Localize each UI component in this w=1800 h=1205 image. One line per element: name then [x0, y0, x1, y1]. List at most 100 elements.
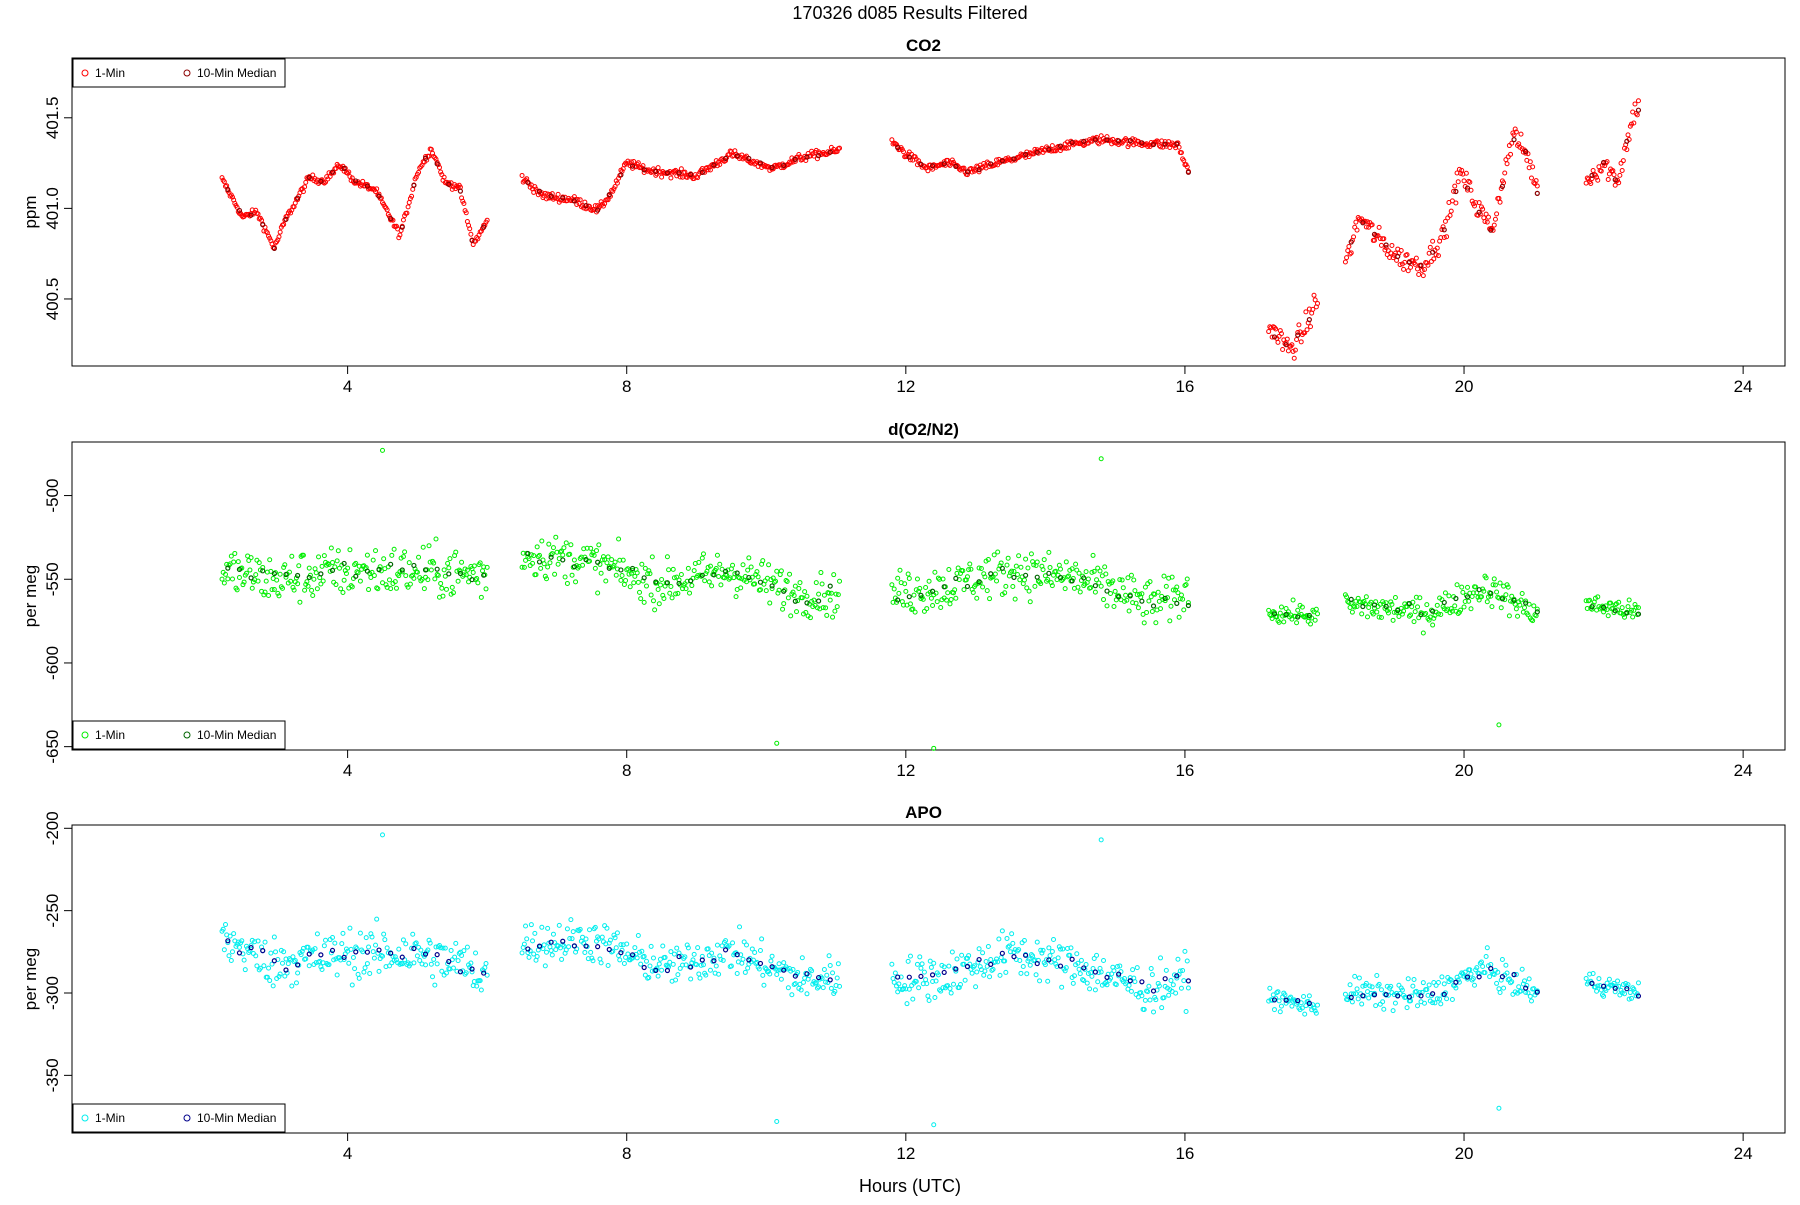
data-point [1458, 607, 1464, 613]
data-point [463, 210, 469, 216]
data-point [904, 1001, 910, 1007]
data-point [1439, 974, 1445, 980]
data-point [432, 576, 438, 582]
data-point [600, 203, 606, 209]
data-point [605, 554, 611, 560]
data-point [418, 947, 424, 953]
data-point [1027, 599, 1033, 605]
data-point [938, 604, 944, 610]
data-point [269, 587, 275, 593]
median-point [769, 164, 775, 171]
data-point [1133, 600, 1139, 606]
median-point [1476, 587, 1482, 593]
data-point [440, 945, 446, 951]
data-point [393, 957, 399, 963]
data-point [1018, 564, 1024, 570]
data-point [1032, 583, 1038, 589]
data-point [1425, 262, 1431, 268]
data-point [1632, 101, 1638, 107]
data-point [1406, 613, 1412, 619]
data-point [1296, 322, 1302, 328]
data-point [1604, 980, 1610, 986]
data-point [646, 975, 652, 981]
data-point [902, 581, 908, 587]
median-point [688, 171, 694, 178]
data-point [276, 974, 282, 980]
data-point [541, 561, 547, 567]
data-point [778, 568, 784, 574]
data-point [639, 948, 645, 954]
data-point [1378, 987, 1384, 993]
data-point [1012, 596, 1018, 602]
data-point [240, 582, 246, 588]
data-point [1126, 608, 1132, 614]
median-point [1092, 583, 1098, 589]
median-point [1430, 249, 1436, 255]
series-10-min-median [225, 550, 1642, 620]
data-point [1452, 603, 1458, 609]
data-point [830, 614, 836, 620]
data-point [1624, 147, 1630, 153]
data-point [982, 574, 988, 580]
data-point [366, 587, 372, 593]
data-point [1170, 587, 1176, 593]
data-point [589, 208, 595, 214]
data-point [1119, 577, 1125, 583]
x-tick-label: 20 [1455, 1144, 1474, 1163]
data-point [1488, 593, 1494, 599]
data-point [992, 959, 998, 965]
median-point [906, 594, 912, 600]
median-point [376, 567, 382, 573]
data-point [1419, 267, 1425, 273]
data-point [799, 955, 805, 961]
data-point [1424, 602, 1430, 608]
median-point [469, 576, 475, 583]
legend-label: 10-Min Median [197, 728, 276, 742]
median-point [1283, 611, 1289, 618]
data-point [232, 550, 238, 556]
data-point [643, 958, 649, 964]
median-point [688, 578, 694, 584]
data-point [1148, 966, 1154, 972]
data-point [1392, 594, 1398, 600]
data-point [340, 930, 346, 936]
data-point [1435, 253, 1441, 259]
median-point [641, 167, 647, 173]
panel-title: CO2 [906, 36, 941, 55]
data-point [1404, 1005, 1410, 1011]
data-point [347, 925, 353, 931]
data-point [923, 584, 929, 590]
data-point [1491, 222, 1497, 228]
median-point [1306, 612, 1312, 619]
data-point [530, 560, 536, 566]
data-point [682, 954, 688, 960]
data-point [700, 551, 706, 557]
data-point [892, 141, 898, 147]
data-point [464, 567, 470, 573]
data-point [914, 576, 920, 582]
data-point [1146, 598, 1152, 604]
data-point [709, 583, 715, 589]
data-point [670, 566, 676, 572]
data-point [295, 581, 301, 587]
data-point [1178, 150, 1184, 156]
data-point [1525, 990, 1531, 996]
data-point [459, 559, 465, 565]
data-point [1369, 984, 1375, 990]
data-point [225, 576, 231, 582]
data-point [944, 597, 950, 603]
data-point [837, 578, 843, 584]
data-point [1430, 238, 1436, 244]
data-point [1367, 983, 1373, 989]
data-point [1083, 569, 1089, 575]
data-point [1416, 271, 1422, 277]
data-point [343, 571, 349, 577]
median-point [976, 579, 982, 585]
data-point [790, 967, 796, 973]
median-point [999, 950, 1005, 956]
data-point [297, 599, 303, 605]
data-point [346, 960, 352, 966]
data-point [267, 978, 273, 984]
data-point [1147, 997, 1153, 1003]
x-tick-label: 24 [1734, 377, 1753, 396]
